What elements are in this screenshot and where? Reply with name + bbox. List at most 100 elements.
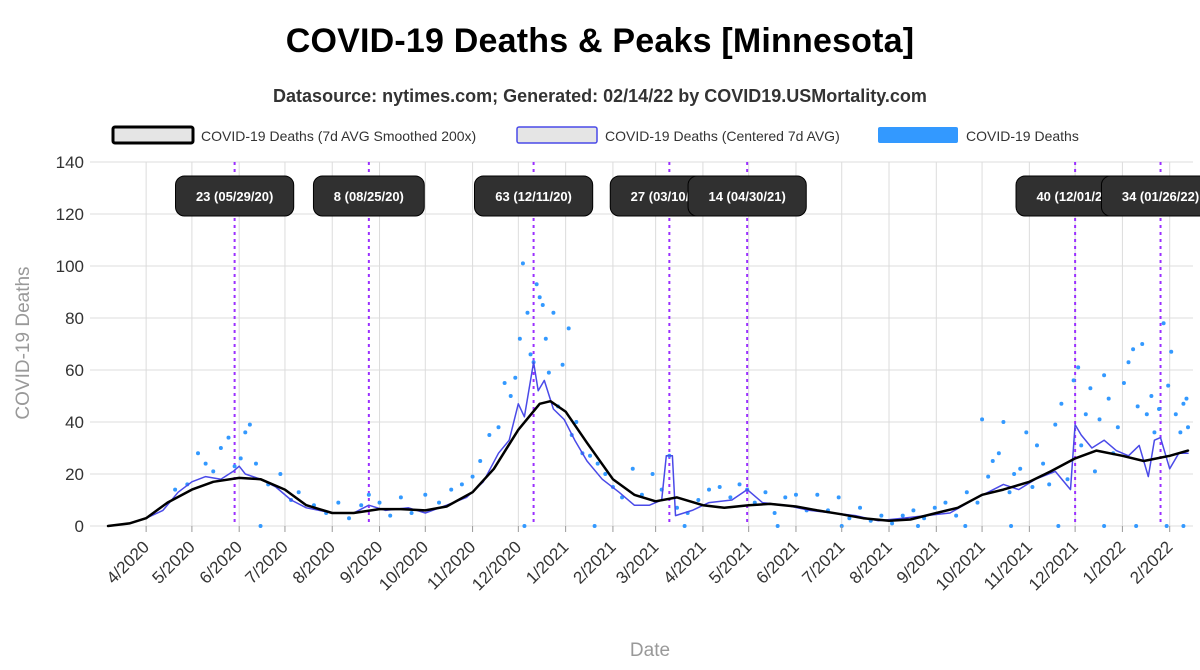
x-tick-label: 1/2021 bbox=[522, 537, 572, 587]
peak-label: 14 (04/30/21) bbox=[687, 175, 807, 217]
y-tick-label: 60 bbox=[65, 361, 84, 380]
x-tick-label: 5/2020 bbox=[149, 537, 199, 587]
peak-label-text: 14 (04/30/21) bbox=[708, 189, 785, 204]
daily-death-point bbox=[502, 381, 507, 385]
daily-death-point bbox=[537, 295, 542, 300]
peak-label: 8 (08/25/20) bbox=[312, 175, 425, 217]
daily-death-point bbox=[540, 303, 545, 307]
y-tick-label: 80 bbox=[65, 309, 84, 328]
daily-death-point bbox=[911, 508, 916, 513]
daily-death-point bbox=[243, 430, 248, 435]
x-tick-label: 4/2020 bbox=[103, 537, 153, 587]
daily-death-point bbox=[588, 453, 593, 458]
daily-death-point bbox=[1079, 443, 1084, 448]
daily-death-point bbox=[574, 420, 579, 424]
daily-death-point bbox=[1088, 386, 1093, 391]
x-tick-label: 8/2021 bbox=[846, 537, 896, 587]
daily-death-point bbox=[336, 500, 341, 505]
daily-death-point bbox=[253, 461, 258, 466]
x-axis-ticks: 4/20205/20206/20207/20208/20209/202010/2… bbox=[103, 526, 1177, 594]
daily-death-point bbox=[815, 492, 820, 497]
daily-death-point bbox=[258, 524, 263, 528]
daily-death-point bbox=[517, 336, 522, 341]
legend-swatch bbox=[878, 127, 958, 143]
peak-label: 63 (12/11/20) bbox=[473, 175, 594, 217]
daily-death-point bbox=[423, 492, 428, 497]
series-lines bbox=[106, 361, 1190, 528]
legend-label: COVID-19 Deaths (Centered 7d AVG) bbox=[605, 128, 840, 144]
daily-death-point bbox=[728, 495, 733, 500]
y-tick-label: 140 bbox=[56, 153, 84, 172]
daily-death-point bbox=[520, 261, 525, 266]
daily-death-point bbox=[1102, 524, 1107, 528]
daily-death-point bbox=[1034, 443, 1039, 448]
y-tick-label: 120 bbox=[56, 205, 84, 224]
daily-death-point bbox=[650, 472, 655, 476]
daily-death-point bbox=[1126, 360, 1131, 365]
peak-label-text: 63 (12/11/20) bbox=[495, 189, 572, 204]
daily-death-point bbox=[900, 513, 905, 518]
daily-death-point bbox=[1115, 425, 1120, 430]
daily-death-point bbox=[1181, 401, 1186, 406]
daily-death-point bbox=[975, 500, 980, 505]
daily-death-point bbox=[772, 511, 777, 515]
daily-death-point bbox=[196, 451, 200, 456]
daily-death-point bbox=[783, 495, 788, 500]
x-tick-label: 2/2021 bbox=[570, 537, 620, 587]
daily-death-point bbox=[1173, 412, 1178, 417]
legend-item-smoothed: COVID-19 Deaths (7d AVG Smoothed 200x) bbox=[111, 125, 476, 145]
series-daily-points bbox=[173, 261, 1190, 528]
daily-death-point bbox=[595, 461, 600, 466]
daily-death-point bbox=[1083, 412, 1088, 417]
daily-death-point bbox=[1131, 347, 1136, 352]
daily-death-point bbox=[1157, 407, 1162, 411]
daily-death-point bbox=[1184, 396, 1189, 401]
daily-death-point bbox=[211, 469, 216, 474]
peak-label-text: 8 (08/25/20) bbox=[334, 189, 404, 204]
daily-death-point bbox=[359, 503, 364, 508]
daily-death-point bbox=[890, 521, 895, 526]
daily-death-point bbox=[449, 487, 454, 492]
peak-label-text: 34 (01/26/22) bbox=[1122, 189, 1199, 204]
daily-death-point bbox=[1009, 524, 1014, 528]
daily-death-point bbox=[1149, 394, 1154, 398]
peak-label-box bbox=[312, 175, 425, 217]
x-tick-label: 11/2020 bbox=[423, 537, 479, 593]
daily-death-point bbox=[1164, 524, 1169, 528]
x-tick-label: 5/2021 bbox=[705, 537, 755, 587]
daily-death-point bbox=[528, 352, 533, 357]
daily-death-point bbox=[707, 487, 712, 492]
x-tick-label: 11/2021 bbox=[980, 537, 1036, 593]
daily-death-point bbox=[836, 495, 841, 500]
daily-death-point bbox=[247, 422, 252, 427]
y-tick-label: 100 bbox=[56, 257, 84, 276]
daily-death-point bbox=[388, 513, 393, 518]
daily-death-point bbox=[674, 505, 679, 510]
daily-death-point bbox=[238, 456, 243, 461]
daily-death-point bbox=[551, 310, 556, 315]
daily-death-point bbox=[1166, 383, 1171, 388]
daily-death-point bbox=[943, 500, 948, 505]
daily-death-point bbox=[847, 516, 852, 521]
y-tick-label: 40 bbox=[65, 413, 84, 432]
daily-death-point bbox=[1012, 472, 1017, 476]
daily-death-point bbox=[1018, 466, 1023, 471]
daily-death-point bbox=[566, 326, 571, 331]
daily-death-point bbox=[1102, 373, 1107, 378]
daily-death-point bbox=[879, 513, 884, 518]
daily-death-point bbox=[478, 459, 483, 463]
legend-label: COVID-19 Deaths (7d AVG Smoothed 200x) bbox=[201, 128, 476, 144]
peak-label-text: 23 (05/29/20) bbox=[196, 189, 273, 204]
chart-subtitle: Datasource: nytimes.com; Generated: 02/1… bbox=[273, 86, 927, 106]
x-tick-label: 8/2020 bbox=[289, 537, 339, 587]
daily-death-point bbox=[513, 375, 518, 380]
daily-death-point bbox=[508, 394, 513, 398]
daily-death-point bbox=[1186, 425, 1190, 430]
series-line-smoothed bbox=[106, 399, 1190, 528]
legend-label: COVID-19 Deaths bbox=[966, 128, 1079, 144]
peak-lines bbox=[233, 162, 1162, 526]
y-tick-label: 0 bbox=[75, 517, 84, 536]
daily-death-point bbox=[377, 500, 382, 505]
daily-death-point bbox=[347, 516, 352, 521]
legend-item-daily: COVID-19 Deaths bbox=[878, 127, 1079, 144]
